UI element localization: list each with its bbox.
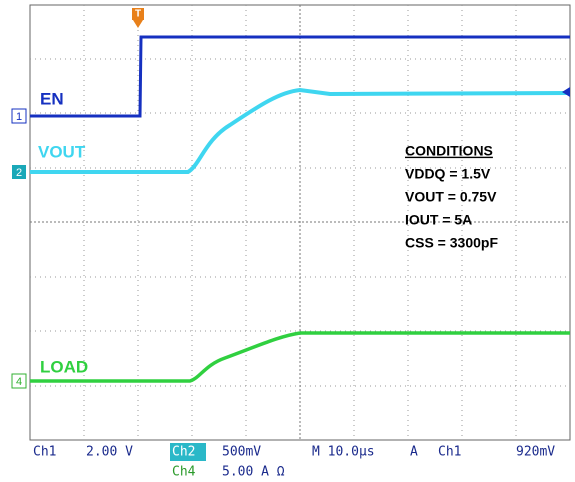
status-text: Ch2 <box>172 445 195 460</box>
status-text: Ch4 <box>172 465 196 480</box>
status-text: A <box>410 445 418 460</box>
status-bar: Ch1 2.00 V Ch2 500mV M 10.0µs A Ch1 920m… <box>33 443 555 480</box>
status-text: 920mV <box>516 445 555 460</box>
status-text: Ch1 <box>438 445 461 460</box>
ch-marker-text: 2 <box>16 167 22 179</box>
condition: VOUT = 0.75V <box>405 189 497 205</box>
trigger-marker: T <box>135 9 141 20</box>
channel-label: EN <box>40 89 64 108</box>
channel-label: LOAD <box>40 357 88 376</box>
status-text: 5.00 A Ω <box>222 465 285 480</box>
status-text: 2.00 V <box>86 445 133 460</box>
trace-en <box>30 35 570 118</box>
condition: CSS = 3300pF <box>405 235 498 251</box>
level-arrow <box>562 87 570 97</box>
conditions-title: CONDITIONS <box>405 143 493 159</box>
ch-marker <box>11 373 27 389</box>
channel-label: VOUT <box>38 142 86 161</box>
trigger-arrow <box>133 20 143 28</box>
trigger-box <box>132 8 144 20</box>
ch-marker-text: 1 <box>16 111 22 123</box>
status-text: 500mV <box>222 445 261 460</box>
trace-vout <box>30 87 571 174</box>
ch-marker-text: 4 <box>16 376 22 388</box>
condition: IOUT = 5A <box>405 212 472 228</box>
trace-load <box>30 331 570 383</box>
status-text: Ch1 <box>33 445 56 460</box>
grid <box>30 5 570 440</box>
ch-marker <box>11 108 27 124</box>
ch-marker <box>12 165 26 179</box>
status-text: M 10.0µs <box>312 445 375 460</box>
condition: VDDQ = 1.5V <box>405 166 491 182</box>
